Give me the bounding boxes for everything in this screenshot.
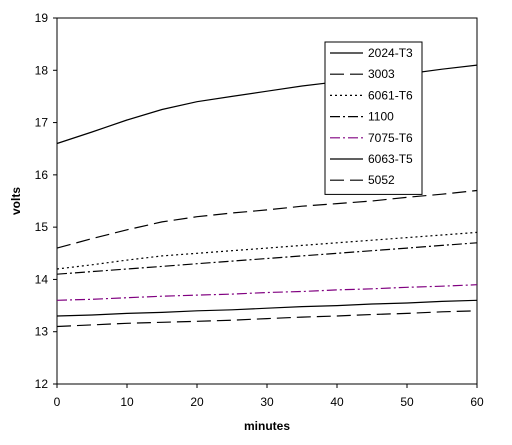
series-line-1100 [56, 242, 478, 275]
legend-label: 7075-T6 [368, 131, 413, 145]
legend-label: 1100 [368, 110, 394, 124]
x-axis-title: minutes [244, 419, 290, 433]
x-tick-label: 50 [400, 395, 414, 409]
legend-label: 6063-T5 [368, 152, 413, 166]
x-tick-label: 40 [330, 395, 344, 409]
series-line-6063-t5 [56, 299, 478, 317]
axes [53, 17, 478, 388]
y-tick-label: 19 [35, 11, 49, 25]
y-tick-label: 13 [35, 325, 49, 339]
x-tick-label: 0 [54, 395, 61, 409]
legend-label: 2024-T3 [368, 46, 413, 60]
x-tick-label: 30 [260, 395, 274, 409]
series-line-5052 [56, 310, 478, 328]
x-tick-label: 10 [120, 395, 134, 409]
legend-label: 6061-T6 [368, 88, 413, 102]
y-tick-label: 17 [35, 116, 49, 130]
series-lines [56, 64, 478, 328]
y-tick-label: 15 [35, 220, 49, 234]
series-line-6061-t6 [56, 231, 478, 270]
legend: 2024-T3 3003 6061-T6 1100 7075-T6 6063-T5 5052 [324, 41, 423, 195]
series-line-3003 [56, 189, 478, 249]
legend-label: 5052 [368, 173, 395, 187]
legend-label: 3003 [368, 67, 395, 81]
x-tick-label: 60 [470, 395, 484, 409]
y-tick-label: 14 [35, 272, 49, 286]
y-tick-label: 12 [35, 377, 49, 391]
series-line-7075-t6 [56, 284, 478, 301]
x-tick-label: 20 [190, 395, 204, 409]
y-axis-title: volts [9, 187, 23, 215]
y-tick-label: 16 [35, 168, 49, 182]
tick-labels: 12 13 14 15 16 17 18 19 0 10 20 30 40 50 60 [35, 11, 484, 409]
y-tick-label: 18 [35, 63, 49, 77]
legend-box [324, 41, 423, 195]
